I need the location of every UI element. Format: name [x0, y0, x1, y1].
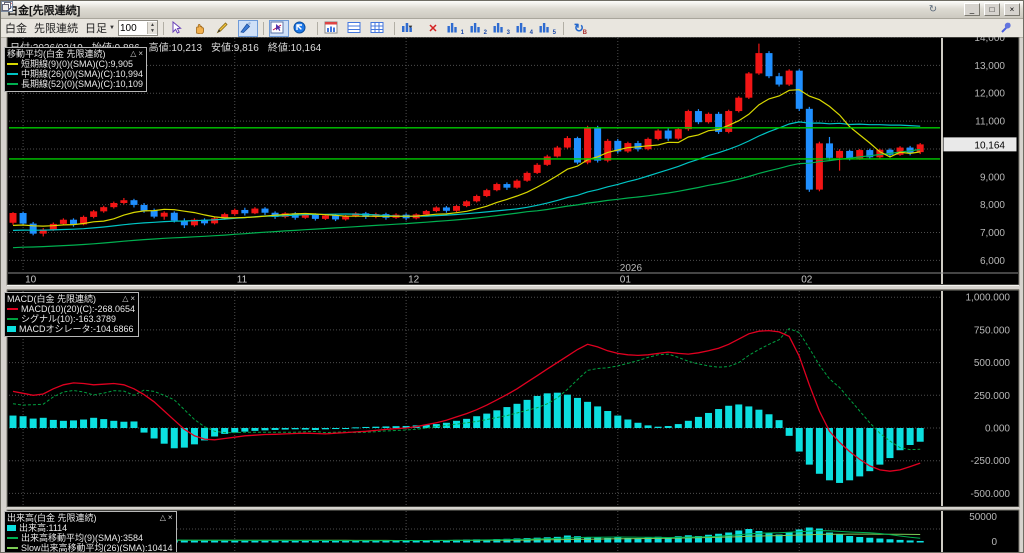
svg-text:11: 11: [237, 275, 248, 286]
volume-ma26-marker: [7, 547, 18, 549]
new-chart-icon[interactable]: [323, 20, 343, 37]
subchart-1-icon[interactable]: 1: [446, 20, 466, 37]
svg-text:10,164: 10,164: [974, 140, 1005, 151]
maximize-button[interactable]: □: [984, 3, 1000, 16]
legend-collapse-icon[interactable]: △: [159, 513, 166, 522]
window-title: 白金[先限連続]: [7, 4, 81, 17]
toolbar: 白金 先限連続 日足 ▼ ▲ ▼: [1, 19, 1023, 38]
spin-up-icon[interactable]: ▲: [147, 22, 157, 28]
symbol-label[interactable]: 白金: [5, 23, 27, 35]
subchart-2-icon[interactable]: 2: [469, 20, 489, 37]
pan-hand-icon[interactable]: [192, 20, 212, 37]
svg-text:7,000: 7,000: [980, 228, 1005, 239]
titlebar[interactable]: 白金[先限連続] ↻ _ □ ×: [1, 1, 1023, 19]
crosshair-chart-icon[interactable]: [268, 19, 289, 37]
settings-wrench-icon[interactable]: [999, 20, 1019, 37]
copy-window-icon[interactable]: [2, 2, 960, 16]
close-button[interactable]: ×: [1004, 3, 1020, 16]
macd-line-marker: [7, 308, 18, 310]
svg-text:0.000: 0.000: [985, 424, 1010, 435]
ma-short-label: 短期線(9)(0)(SMA)(C):9,905: [21, 59, 134, 69]
svg-text:02: 02: [801, 275, 813, 286]
period-select[interactable]: 日足 ▼: [85, 23, 115, 35]
svg-text:6,000: 6,000: [980, 256, 1005, 267]
svg-text:-250.000: -250.000: [971, 456, 1011, 467]
oscillator-label: MACDオシレータ:-104.6866: [19, 324, 134, 334]
svg-text:0: 0: [991, 537, 997, 548]
svg-text:2026: 2026: [620, 263, 643, 274]
ma-long-marker: [7, 83, 18, 85]
svg-text:01: 01: [620, 275, 632, 286]
chart-area[interactable]: 10 11 12 01 02 2026 14,000 13,000 12,000 11,000 9,…: [1, 37, 1024, 553]
legend-collapse-icon[interactable]: △: [122, 294, 129, 303]
series-label[interactable]: 先限連続: [34, 23, 78, 35]
brush-tool-icon[interactable]: [237, 19, 258, 37]
readout-close: 終値:10,164: [267, 43, 322, 54]
signal-line-marker: [7, 318, 18, 320]
subchart-5-icon[interactable]: 5: [538, 20, 558, 37]
macd-legend-title: MACD(白金 先限連続): [7, 294, 96, 304]
volume-ma9-label: 出来高移動平均(9)(SMA):3584: [21, 533, 144, 543]
volume-marker: [7, 525, 16, 531]
svg-text:14,000: 14,000: [974, 37, 1005, 44]
grid-rows-icon[interactable]: [346, 20, 366, 37]
svg-text:11,000: 11,000: [975, 117, 1005, 128]
volume-legend-title: 出来高(白金 先限連続): [7, 513, 97, 523]
legend-close-icon[interactable]: ×: [167, 513, 173, 522]
svg-text:-500.000: -500.000: [971, 489, 1011, 500]
svg-text:8,000: 8,000: [980, 200, 1005, 211]
subchart-3-icon[interactable]: 3: [492, 20, 512, 37]
bar-style-icon[interactable]: ▼: [400, 20, 420, 37]
ma-legend: 移動平均(白金 先限連続) △ × 短期線(9)(0)(SMA)(C):9,90…: [4, 47, 148, 92]
svg-text:9,000: 9,000: [980, 172, 1005, 183]
pin-icon[interactable]: [2, 2, 922, 16]
svg-text:13,000: 13,000: [974, 61, 1005, 72]
macd-legend: MACD(白金 先限連続) △ × MACD(10)(20)(C):-268.0…: [4, 292, 140, 337]
spin-down-icon[interactable]: ▼: [147, 28, 157, 34]
reload-chart-icon[interactable]: ↻ B: [573, 21, 587, 36]
select-cursor-icon[interactable]: [169, 20, 189, 37]
legend-collapse-icon[interactable]: △: [130, 49, 137, 58]
ma-mid-label: 中期線(26)(0)(SMA)(C):10,994: [21, 69, 144, 79]
volume-label: 出来高:1114: [19, 523, 68, 533]
svg-text:12,000: 12,000: [974, 89, 1005, 100]
volume-legend: 出来高(白金 先限連続) △ × 出来高:1114 出来高移動平均(9)(SMA…: [4, 511, 177, 553]
bars-count-input[interactable]: [118, 22, 147, 34]
bars-count-stepper: ▲ ▼: [117, 20, 158, 36]
svg-text:1,000.000: 1,000.000: [966, 293, 1011, 304]
oscillator-marker: [7, 326, 16, 332]
ma-mid-marker: [7, 73, 18, 75]
minimize-button[interactable]: _: [964, 3, 980, 16]
svg-text:250.000: 250.000: [974, 391, 1011, 402]
macd-line-label: MACD(10)(20)(C):-268.0654: [21, 304, 136, 314]
volume-ma9-marker: [7, 537, 18, 539]
legend-close-icon[interactable]: ×: [130, 294, 136, 303]
svg-text:500.000: 500.000: [974, 358, 1011, 369]
pencil-icon[interactable]: [215, 20, 235, 37]
volume-ma26-label: Slow出来高移動平均(26)(SMA):10414: [21, 543, 173, 553]
readout-high: 高値:10,213: [148, 43, 203, 54]
delete-study-icon[interactable]: ✕: [428, 22, 438, 35]
ma-short-marker: [7, 63, 18, 65]
ma-legend-title: 移動平均(白金 先限連続): [7, 49, 106, 59]
chevron-down-icon: ▼: [109, 25, 115, 31]
grid-cells-icon[interactable]: [369, 20, 389, 37]
svg-text:12: 12: [408, 275, 420, 286]
signal-line-label: シグナル(10):-163.3789: [21, 314, 117, 324]
readout-low: 安値:9,816: [211, 43, 259, 54]
navigate-icon[interactable]: [292, 20, 312, 37]
refresh-icon[interactable]: ↻: [928, 4, 938, 15]
ma-long-label: 長期線(52)(0)(SMA)(C):10,109: [21, 79, 144, 89]
svg-text:50000: 50000: [969, 512, 997, 523]
legend-close-icon[interactable]: ×: [138, 49, 144, 58]
subchart-4-icon[interactable]: 4: [515, 20, 535, 37]
svg-text:750.000: 750.000: [974, 325, 1011, 336]
svg-text:10: 10: [25, 275, 37, 286]
